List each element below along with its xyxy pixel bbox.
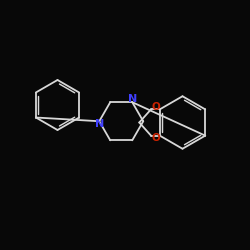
Text: N: N (94, 119, 104, 129)
Text: N: N (128, 94, 137, 104)
Text: O: O (151, 102, 160, 113)
Text: O: O (151, 132, 160, 142)
